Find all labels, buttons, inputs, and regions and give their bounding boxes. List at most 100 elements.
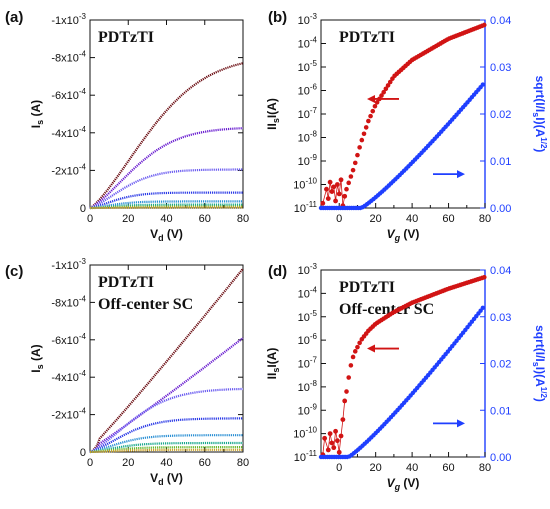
- left-arrow-head: [367, 344, 375, 353]
- red-data-point: [383, 86, 389, 92]
- left-y-tick-label: 10-7: [298, 106, 318, 121]
- red-data-point: [350, 167, 356, 173]
- left-y-tick-label: 10-11: [294, 449, 318, 464]
- red-data-point: [352, 349, 358, 354]
- left-y-tick-label: 10-11: [294, 200, 318, 215]
- y-tick-label: -2x10-4: [51, 162, 86, 177]
- left-y-tick-label: 10-9: [298, 402, 318, 417]
- left-y-tick-label: 10-8: [298, 130, 318, 145]
- left-y-tick-label: 10-5: [298, 59, 318, 74]
- red-data-point: [370, 108, 376, 114]
- x-tick-label: 40: [160, 213, 172, 225]
- red-data-point: [359, 137, 365, 143]
- inset-label: PDTzTI: [339, 29, 395, 46]
- x-tick-label: 80: [237, 457, 249, 469]
- left-y-tick-label: 10-8: [298, 379, 318, 394]
- red-data-point: [481, 22, 487, 28]
- red-data-point: [481, 274, 487, 280]
- red-data-point: [352, 160, 358, 166]
- inset-label: PDTzTI: [98, 274, 154, 291]
- red-noise-line: [322, 179, 346, 206]
- output-curve-8: [90, 206, 243, 210]
- x-tick-label: 20: [370, 213, 382, 225]
- y-axis-title: Is (A): [29, 100, 45, 128]
- right-y-tick-label: 0.01: [490, 405, 511, 417]
- left-y-tick-label: 10-4: [298, 36, 318, 51]
- x-tick-label: 40: [406, 213, 418, 225]
- y-tick-label: -8x10-4: [51, 294, 86, 309]
- x-axis-title: Vg (V): [387, 227, 420, 243]
- red-data-point: [374, 100, 380, 105]
- red-data-point: [346, 180, 351, 186]
- x-axis-title: Vd (V): [150, 471, 183, 487]
- red-data-point: [346, 375, 351, 380]
- right-arrow-head: [457, 170, 465, 179]
- output-curve-1: [89, 268, 244, 453]
- inset-label: PDTzTI: [339, 279, 395, 296]
- output-curve-4: [89, 417, 243, 454]
- panel-label: (c): [5, 263, 23, 280]
- x-tick-label: 40: [406, 462, 418, 474]
- panel-label: (d): [268, 263, 287, 280]
- panel-label: (b): [268, 9, 287, 26]
- red-data-point: [387, 79, 393, 85]
- panel-c: (c) 0 20 40 60 80 0 -2x10-4 -4x10-4 -6x10-4 -8x10-…: [5, 257, 249, 487]
- x-axis-title: Vd (V): [150, 227, 183, 243]
- plot-frame: [89, 264, 244, 453]
- y-tick-label: -1x10-3: [51, 12, 86, 27]
- left-y-tick-label: 10-6: [298, 83, 318, 98]
- y-tick-label: -4x10-4: [51, 125, 86, 140]
- left-y-tick-label: 10-7: [298, 356, 318, 371]
- right-y-tick-label: 0.03: [490, 62, 511, 74]
- y-tick-label: -2x10-4: [51, 407, 86, 422]
- red-data-point: [333, 198, 338, 204]
- right-y-tick-label: 0.04: [490, 15, 511, 27]
- y-tick-label: -6x10-4: [51, 332, 86, 347]
- red-data-point: [363, 125, 369, 130]
- right-y-axis-title: sqrt(I/IsI)(A1/2): [531, 76, 548, 153]
- left-y-tick-label: 10-3: [298, 262, 318, 277]
- output-curve-5: [89, 434, 243, 454]
- right-y-tick-label: 0.02: [490, 359, 511, 371]
- left-arrow-head: [367, 94, 375, 103]
- panel-b: (b) 0 20 40 60 80 10-3 10-4 10-5 10-6 10-7 10-8 10-9…: [265, 9, 548, 243]
- x-tick-label: 80: [479, 213, 491, 225]
- x-tick-label: 20: [122, 213, 134, 225]
- left-y-tick-label: 10-4: [298, 285, 318, 300]
- right-y-tick-label: 0.03: [490, 312, 511, 324]
- plot-frame: [320, 19, 486, 209]
- red-data-point: [355, 344, 360, 350]
- red-data-point: [368, 113, 373, 119]
- output-curve-7: [89, 446, 243, 454]
- left-y-axis-title: IIsI(A): [265, 98, 281, 130]
- red-data-point: [344, 389, 349, 394]
- left-y-axis-title: IIsI(A): [265, 348, 281, 380]
- x-tick-label: 80: [237, 213, 249, 225]
- x-tick-label: 0: [87, 457, 93, 469]
- red-data-point: [348, 363, 354, 368]
- red-data-point: [385, 83, 391, 88]
- red-data-point: [379, 93, 384, 98]
- blue-data-point: [480, 305, 486, 311]
- x-tick-label: 0: [336, 462, 342, 474]
- red-data-point: [355, 152, 360, 158]
- x-tick-label: 60: [199, 457, 211, 469]
- left-y-tick-label: 10-3: [298, 12, 318, 27]
- output-curve-3: [89, 387, 243, 454]
- y-tick-label: -4x10-4: [51, 369, 86, 384]
- output-curve-8: [89, 448, 243, 454]
- panel-d: (d) 0 20 40 60 80 10-3 10-4 10-5 10-6 10-7 10-8 10-9…: [265, 262, 548, 492]
- right-y-tick-label: 0.00: [490, 452, 511, 464]
- y-tick-label: -1x10-3: [51, 257, 86, 272]
- left-y-tick-label: 10-10: [293, 426, 317, 441]
- x-tick-label: 80: [479, 462, 491, 474]
- left-y-tick-label: 10-10: [293, 177, 317, 192]
- x-tick-label: 60: [442, 213, 454, 225]
- x-tick-label: 20: [370, 462, 382, 474]
- x-tick-label: 60: [199, 213, 211, 225]
- right-y-tick-label: 0.04: [490, 265, 511, 277]
- red-data-point: [350, 354, 356, 360]
- inset-label: Off-center SC: [98, 296, 193, 313]
- output-curve-6: [89, 441, 243, 454]
- x-tick-label: 60: [442, 462, 454, 474]
